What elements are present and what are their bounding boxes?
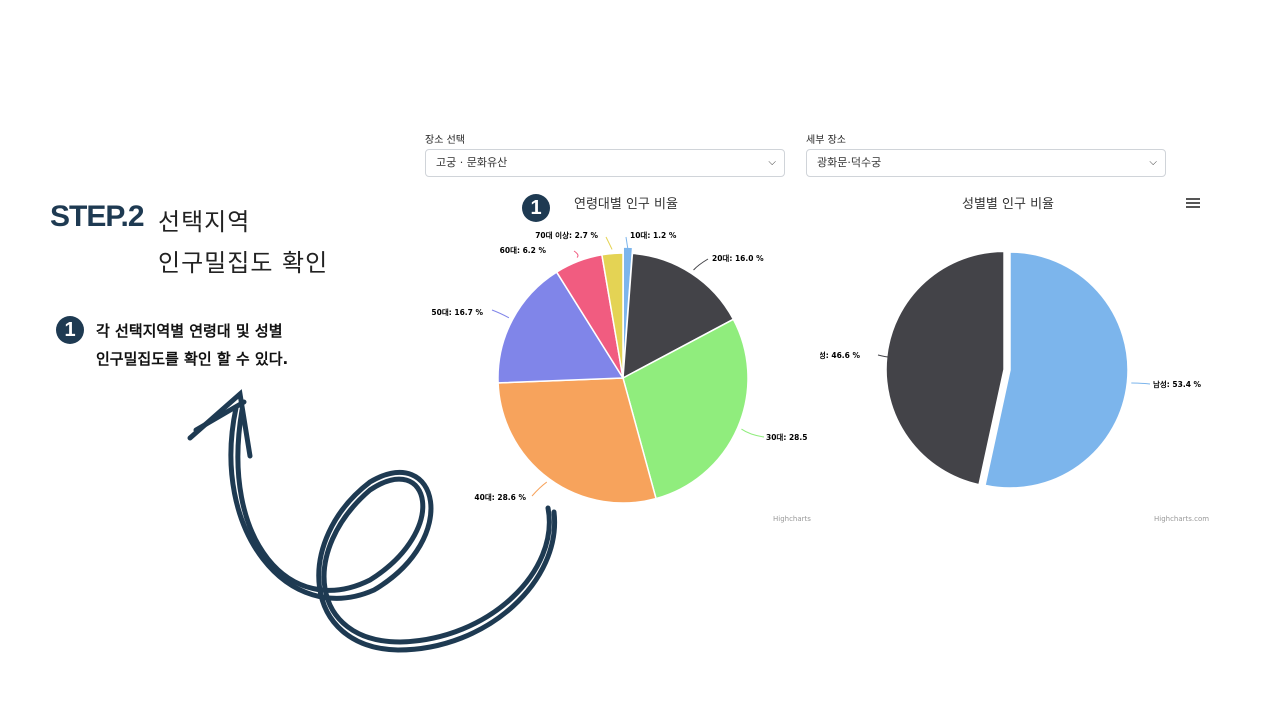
place-select-value: 고궁 · 문화유산 (436, 156, 507, 169)
data-label: 남성: 53.4 % (1153, 379, 1202, 389)
data-label: 40대: 28.6 % (474, 492, 526, 502)
data-label: 60대: 6.2 % (500, 245, 547, 255)
gender-pie-chart: 남성: 53.4 % 여성: 46.6 % (820, 215, 1220, 515)
data-label-connector (492, 310, 509, 318)
chevron-down-icon: ⌵ (768, 150, 776, 176)
place-select[interactable]: 고궁 · 문화유산 ⌵ (425, 149, 785, 177)
step-subtitle-line2: 인구밀집도 확인 (158, 243, 328, 278)
pie-slice[interactable] (886, 251, 1004, 484)
step-title: STEP.2 (50, 200, 144, 234)
data-label: 10대: 1.2 % (630, 230, 677, 240)
age-chart-credit[interactable]: Highcharts (773, 515, 811, 523)
data-label-connector (1131, 383, 1150, 384)
pie-slice[interactable] (985, 252, 1128, 488)
detail-select-label: 세부 장소 (806, 131, 846, 146)
description-line2: 인구밀집도를 확인 할 수 있다. (96, 348, 288, 369)
data-label: 20대: 16.0 % (712, 253, 764, 263)
age-chart-title: 연령대별 인구 비율 (574, 193, 678, 212)
data-label-connector (606, 237, 612, 249)
description-line1: 각 선택지역별 연령대 및 성별 (96, 320, 283, 341)
step-subtitle-line1: 선택지역 (158, 202, 250, 237)
step-badge-icon: 1 (56, 316, 84, 344)
gender-chart-credit[interactable]: Highcharts.com (1154, 515, 1209, 523)
data-label: 70대 이상: 2.7 % (535, 230, 598, 240)
age-pie-chart: 10대: 1.2 % 20대: 16.0 % 30대: 28.5 40대: 28.6 … (420, 215, 820, 515)
data-label: 여성: 46.6 % (820, 350, 860, 360)
gender-chart-title: 성별별 인구 비율 (962, 193, 1054, 212)
data-label-connector (532, 482, 547, 496)
chevron-down-icon: ⌵ (1149, 150, 1157, 176)
data-label-connector (574, 251, 578, 257)
data-label-connector (741, 429, 764, 437)
hamburger-menu-icon[interactable] (1186, 198, 1200, 210)
place-select-label: 장소 선택 (425, 131, 465, 146)
data-label: 50대: 16.7 % (431, 307, 483, 317)
data-label-connector (694, 259, 708, 270)
data-label: 30대: 28.5 (766, 432, 807, 442)
detail-select-value: 광화문·덕수궁 (817, 156, 881, 169)
detail-select[interactable]: 광화문·덕수궁 ⌵ (806, 149, 1166, 177)
